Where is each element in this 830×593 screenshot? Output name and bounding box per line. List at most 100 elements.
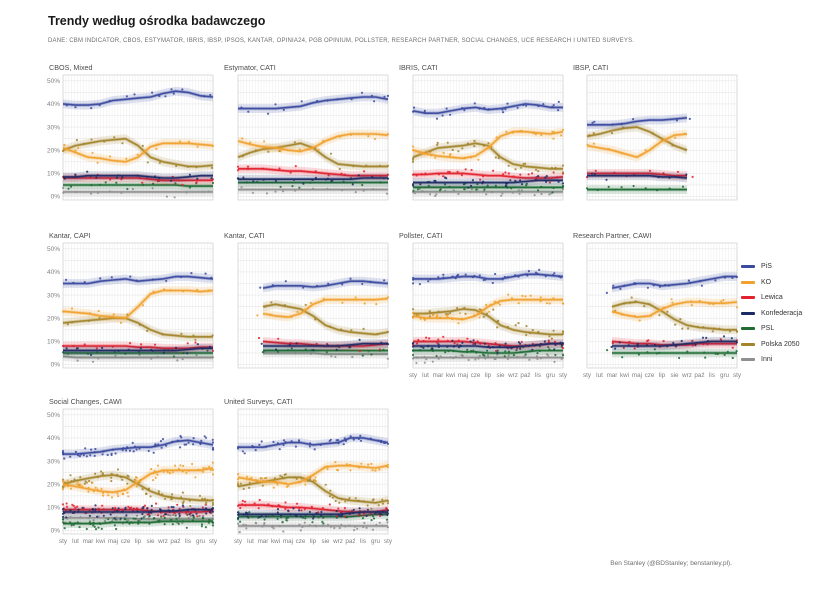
x-tick-label: sty [59, 538, 68, 545]
panel-border [412, 242, 564, 369]
y-tick-label: 20% [47, 315, 60, 322]
trend-line-konfederacja [238, 177, 388, 180]
x-tick-label: cze [471, 372, 481, 379]
panel-border [237, 74, 389, 201]
x-tick-label: lut [72, 538, 79, 545]
trend-line-konfederacja [238, 511, 388, 516]
legend-label: Konfederacja [761, 309, 803, 317]
x-tick-label: sty [209, 538, 218, 545]
x-tick-label: lut [247, 538, 254, 545]
trend-ribbon [63, 138, 213, 167]
trend-ribbon [238, 507, 388, 519]
x-tick-label: paź [345, 538, 355, 545]
trend-line-polska-2050 [586, 126, 688, 151]
trend-ribbon [63, 134, 213, 171]
trend-ribbon [263, 337, 388, 351]
x-tick-label: mar [258, 538, 269, 545]
facet-panel-estymator-cati: Estymator, CATI [224, 63, 390, 201]
scatter-polska-2050 [411, 306, 565, 340]
trend-ribbon [63, 470, 213, 505]
x-tick-label: sie [321, 538, 330, 545]
trend-line-lewica [413, 172, 564, 179]
scatter-psl [606, 348, 738, 360]
trend-line-pis [611, 275, 737, 289]
y-tick-label: 10% [47, 171, 60, 178]
trend-line-polska-2050 [412, 142, 563, 170]
legend-label: Lewica [761, 294, 783, 301]
trend-line-polska-2050 [62, 137, 214, 168]
panel-border [62, 408, 214, 535]
x-tick-label: cze [296, 538, 306, 545]
legend-item-lewica: Lewica [741, 293, 802, 302]
legend-label: KO [761, 278, 772, 286]
panel-border [412, 74, 564, 201]
trend-ribbon [63, 286, 213, 323]
trend-line-ko [412, 298, 563, 321]
attribution-caption: Ben Stanley (@BDStanley; benstanley.pl). [610, 560, 732, 567]
x-tick-label: sty [583, 372, 592, 379]
trend-line-ko [237, 464, 389, 486]
panel-border [586, 74, 738, 201]
legend-item-inni: Inni [741, 355, 802, 364]
x-tick-label: kwi [271, 538, 280, 545]
trend-ribbon [63, 343, 213, 355]
y-tick-label: 30% [47, 292, 60, 299]
facet-panel-kantar-cati: Kantar, CATI [224, 231, 390, 369]
trend-line-psl [63, 520, 213, 525]
x-tick-label: kwi [620, 372, 629, 379]
y-tick-label: 20% [47, 147, 60, 154]
x-tick-label: mar [607, 372, 618, 379]
legend-item-konfederacja: Konfederacja [741, 309, 802, 318]
x-tick-label: maj [458, 372, 468, 379]
trend-line-lewica [63, 177, 213, 182]
trend-ribbon [413, 346, 563, 358]
panel-border [237, 408, 389, 535]
trend-ribbon [63, 463, 213, 497]
x-tick-label: kwi [96, 538, 105, 545]
trend-ribbon [238, 138, 388, 171]
trend-line-ko [262, 297, 389, 318]
x-tick-label: sty [559, 372, 568, 379]
trend-line-lewica [63, 508, 214, 513]
trend-ribbon [413, 295, 563, 324]
y-tick-label: 0% [51, 362, 61, 369]
x-tick-label: lip [135, 538, 142, 545]
trend-line-ko [62, 289, 214, 320]
legend-key-icon [741, 311, 755, 315]
legend-key-icon [741, 296, 755, 299]
x-tick-label: lip [485, 372, 492, 379]
facet-panel-ibsp-cati: IBSP, CATI [573, 63, 738, 201]
x-tick-label: kwi [446, 372, 455, 379]
trend-ribbon [612, 272, 737, 293]
trend-line-ko [412, 130, 564, 160]
x-tick-label: sty [384, 538, 393, 545]
trend-line-konfederacja [413, 342, 563, 349]
facet-panel-social-changes-cawi: Social Changes, CAWI 0% 10% 20% 30% 40% 50% sty… [47, 397, 218, 545]
trend-line-ko [611, 301, 738, 318]
legend-label: PSL [761, 325, 775, 332]
facet-title: Social Changes, CAWI [49, 397, 122, 406]
x-tick-label: lut [422, 372, 429, 379]
scatter-ko [241, 133, 390, 153]
trend-line-konfederacja [63, 347, 213, 352]
x-tick-label: lis [360, 538, 366, 545]
trend-ribbon [612, 297, 737, 335]
x-tick-label: gru [546, 372, 556, 379]
x-tick-label: lip [310, 538, 317, 545]
facet-panel-cbos-mixed: CBOS, Mixed 0% 10% 20% 30% 40% 50% [47, 63, 215, 201]
facet-title: Pollster, CATI [399, 231, 442, 240]
x-tick-label: lis [535, 372, 541, 379]
x-tick-label: sie [496, 372, 505, 379]
x-tick-label: wrz [681, 372, 692, 379]
facet-title: CBOS, Mixed [49, 63, 93, 72]
trend-line-konfederacja [263, 342, 388, 347]
scatter-psl [61, 513, 215, 531]
trend-line-inni [62, 355, 213, 359]
legend-label: Polska 2050 [761, 340, 800, 348]
y-tick-label: 40% [47, 101, 60, 108]
legend-key-icon [741, 342, 755, 346]
trend-line-pis [412, 103, 563, 114]
x-tick-label: lis [709, 372, 715, 379]
